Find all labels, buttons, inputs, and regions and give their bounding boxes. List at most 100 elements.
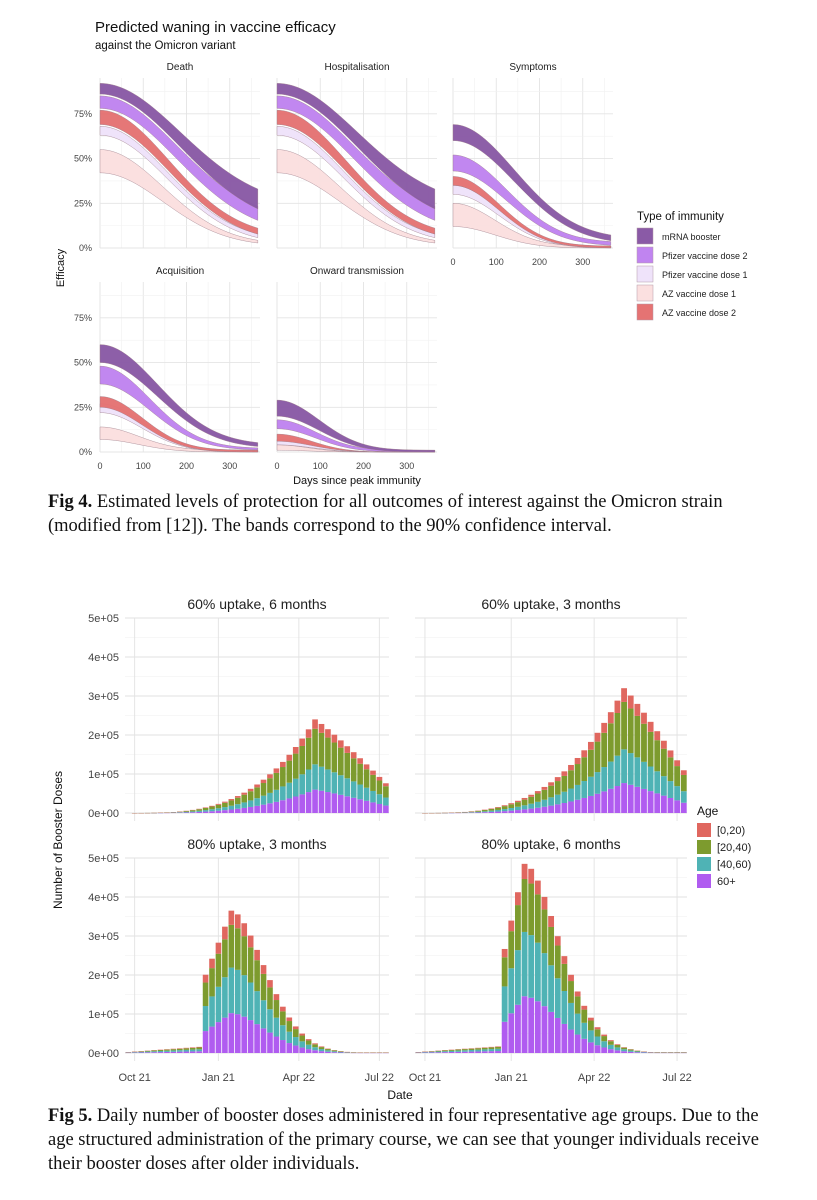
x-tick-label: 100: [313, 461, 328, 471]
bar-segment-60: [286, 1043, 293, 1053]
bar-segment-60: [254, 1024, 260, 1053]
panel-strip-label: Acquisition: [156, 266, 204, 277]
bar-segment-20-40: [501, 806, 508, 810]
bar-segment-60: [273, 801, 280, 813]
bar-segment-40-60: [280, 786, 286, 801]
bar-segment-20-40: [222, 802, 228, 808]
bar-segment-40-60: [363, 787, 370, 801]
bar-segment-40-60: [209, 996, 215, 1027]
bar-segment-20-40: [621, 701, 627, 750]
bar-segment-20-40: [475, 1048, 482, 1050]
bar-segment-40-60: [634, 757, 641, 787]
bar-segment-0-20: [501, 948, 508, 958]
booster-panel-60-uptake-6-months: 60% uptake, 6 months 0e+00 1e+05 2e+05 3e+05…: [88, 596, 389, 821]
y-tick-label: 0e+00: [88, 1048, 119, 1060]
bar-segment-40-60: [228, 967, 235, 1014]
x-tick-label: 200: [179, 461, 194, 471]
bar-segment-60: [501, 1021, 508, 1053]
bar-segment-0-20: [515, 892, 521, 906]
bar-segment-60: [627, 1051, 634, 1053]
y-tick-label: 1e+05: [88, 769, 119, 781]
bar-segment-40-60: [189, 811, 196, 813]
bar-segment-40-60: [601, 1041, 608, 1048]
bar-segment-20-40: [215, 953, 222, 987]
bar-segment-60: [554, 804, 561, 813]
bar-segment-20-40: [534, 894, 541, 943]
bar-segment-40-60: [260, 795, 267, 805]
bar-segment-40-60: [574, 784, 581, 800]
bar-segment-0-20: [528, 794, 535, 797]
band-pfizer-vaccine-dose-1: [276, 126, 436, 238]
bar-segment-60: [164, 1051, 170, 1053]
bar-segment-40-60: [260, 1000, 267, 1029]
bar-segment-60: [448, 1052, 455, 1053]
bar-segment-0-20: [561, 771, 568, 776]
bar-segment-20-40: [318, 732, 325, 767]
x-tick-label: Oct 21: [409, 1072, 441, 1084]
bar-segment-20-40: [641, 723, 647, 762]
bar-segment-20-40: [344, 752, 351, 779]
legend-label-40-60: [40,60): [717, 859, 751, 871]
band-az-vaccine-dose-2: [452, 176, 612, 249]
band-mrna-booster: [276, 83, 436, 210]
bar-segment-20-40: [448, 1049, 455, 1051]
y-tick-label: 75%: [74, 109, 92, 119]
bar-segment-0-20: [209, 805, 215, 807]
efficacy-panel-onward-transmission: Onward transmission 0 100 200 300: [274, 266, 437, 471]
bar-segment-0-20: [305, 1039, 312, 1041]
bar-segment-40-60: [634, 1051, 641, 1053]
bar-segment-20-40: [528, 796, 535, 804]
bar-segment-40-60: [587, 1030, 594, 1043]
legend-label-60: 60+: [717, 876, 736, 888]
bar-segment-40-60: [534, 942, 541, 1002]
bar-segment-0-20: [234, 796, 241, 798]
bar-segment-0-20: [363, 764, 370, 770]
bar-segment-40-60: [568, 1002, 574, 1030]
bar-segment-40-60: [435, 1051, 442, 1053]
bar-segment-20-40: [621, 1047, 627, 1050]
bar-segment-20-40: [273, 1000, 280, 1018]
band-pfizer-vaccine-dose-2: [452, 154, 612, 246]
panel-strip-label: Symptoms: [509, 62, 556, 73]
panel-strip-label: Onward transmission: [310, 266, 404, 277]
bar-segment-0-20: [614, 1044, 621, 1045]
bar-segment-20-40: [151, 1050, 157, 1052]
x-tick-label: Jul 22: [662, 1072, 691, 1084]
bar-segment-40-60: [528, 803, 535, 809]
band-az-vaccine-dose-1: [276, 149, 436, 244]
bar-segment-40-60: [138, 1051, 145, 1053]
bar-segment-40-60: [286, 782, 293, 799]
bar-segment-0-20: [581, 750, 588, 758]
bar-segment-60: [561, 803, 568, 813]
bar-segment-0-20: [280, 761, 286, 768]
y-tick-label: 0e+00: [88, 808, 119, 820]
bar-segment-0-20: [561, 956, 568, 964]
fig4-chart: Death 0% 25% 50% 75% Hospitalisation Symptoms 0…: [55, 62, 748, 487]
band-az-vaccine-dose-2: [276, 110, 436, 235]
bar-segment-40-60: [183, 811, 190, 813]
bar-segment-40-60: [292, 1037, 299, 1046]
bar-segment-60: [548, 1011, 555, 1053]
bar-segment-0-20: [202, 807, 209, 808]
bar-segment-60: [435, 1052, 442, 1053]
bar-segment-20-40: [554, 945, 561, 979]
bar-segment-0-20: [312, 719, 318, 729]
bar-segment-20-40: [376, 780, 383, 795]
bar-segment-40-60: [568, 788, 574, 802]
bar-segment-60: [481, 812, 488, 813]
bar-segment-20-40: [601, 1036, 608, 1042]
bar-segment-0-20: [350, 752, 357, 759]
y-tick-label: 25%: [74, 198, 92, 208]
bar-segment-60: [568, 1029, 574, 1053]
bar-segment-60: [170, 1051, 177, 1053]
bar-segment-40-60: [273, 789, 280, 802]
bar-segment-60: [337, 794, 344, 813]
bar-segment-40-60: [508, 807, 515, 811]
bar-segment-20-40: [267, 987, 273, 1010]
bar-segment-40-60: [627, 753, 634, 785]
bar-segment-40-60: [508, 968, 515, 1014]
bar-segment-40-60: [318, 1049, 325, 1052]
bar-segment-20-40: [521, 799, 528, 806]
bar-segment-20-40: [247, 791, 254, 801]
bar-segment-20-40: [196, 1047, 202, 1050]
